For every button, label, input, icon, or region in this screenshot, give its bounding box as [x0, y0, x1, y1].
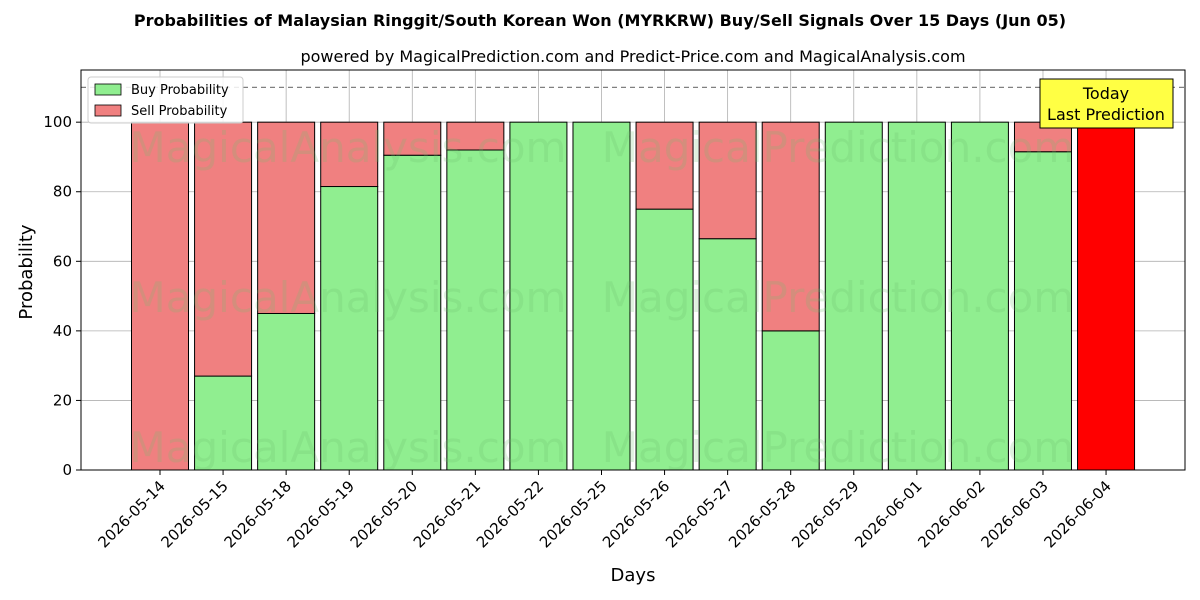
chart-subtitle: powered by MagicalPrediction.com and Pre… [300, 47, 965, 66]
watermark-layer: MagicalAnalysis.com MagicalPrediction.com… [130, 123, 1075, 472]
bar-buy-2026-05-26 [635, 208, 694, 471]
bar-buy-2026-05-22 [509, 121, 568, 471]
x-tick-label-8: 2026-05-26 [599, 477, 673, 551]
bar-sell-2026-05-18 [257, 121, 316, 314]
bar-buy-2026-05-28 [761, 330, 820, 471]
x-tick-label-9: 2026-05-27 [662, 477, 736, 551]
watermark-prediction-1: MagicalPrediction.com [602, 273, 1075, 322]
bar-buy-2026-05-19 [320, 186, 379, 471]
x-tick-label-13: 2026-06-02 [914, 477, 988, 551]
y-tick-label-5: 100 [43, 113, 72, 131]
bar-sell-2026-05-27 [698, 121, 757, 240]
y-tick-label-0: 0 [62, 461, 72, 479]
bar-buy-2026-06-01 [887, 121, 946, 471]
x-tick-label-14: 2026-06-03 [977, 477, 1051, 551]
watermark-analysis-0: MagicalAnalysis.com [130, 123, 567, 172]
legend-label-sell: Sell Probability [131, 104, 228, 119]
bar-sell-2026-05-15 [194, 121, 253, 377]
legend-swatch-buy [94, 83, 122, 96]
annotation-line1: Today [1082, 84, 1129, 103]
bar-sell-2026-05-20 [383, 121, 442, 156]
legend-box [87, 76, 244, 124]
bar-sell-2026-05-19 [320, 121, 379, 188]
x-tick-label-6: 2026-05-22 [473, 477, 547, 551]
y-tick-label-3: 60 [53, 252, 72, 270]
y-axis-label: Probability [16, 224, 37, 319]
chart-title: Probabilities of Malaysian Ringgit/South… [134, 11, 1066, 30]
bar-buy-2026-06-03 [1013, 151, 1072, 471]
bar-sell-2026-05-28 [761, 121, 820, 332]
watermark-analysis-1: MagicalAnalysis.com [130, 273, 567, 322]
bar-buy-2026-05-29 [824, 121, 883, 471]
y-tick-label-4: 80 [53, 183, 72, 201]
today-annotation: Today Last Prediction [1039, 78, 1174, 129]
x-ticks: 2026-05-142026-05-152026-05-182026-05-19… [94, 470, 1115, 551]
x-tick-label-12: 2026-06-01 [851, 477, 925, 551]
plot-frame [80, 69, 1186, 471]
bar-buy-2026-05-21 [446, 149, 505, 471]
watermark-prediction-2: MagicalPrediction.com [602, 423, 1075, 472]
x-tick-label-2: 2026-05-18 [221, 477, 295, 551]
x-tick-label-3: 2026-05-19 [284, 477, 358, 551]
bar-sell-2026-05-21 [446, 121, 505, 151]
x-tick-label-10: 2026-05-28 [725, 477, 799, 551]
legend: Buy Probability Sell Probability [87, 76, 244, 124]
y-tick-label-1: 20 [53, 391, 72, 409]
x-tick-label-11: 2026-05-29 [788, 477, 862, 551]
legend-swatch-sell [94, 104, 122, 117]
x-tick-label-4: 2026-05-20 [347, 477, 421, 551]
x-tick-label-1: 2026-05-15 [158, 477, 232, 551]
bar-buy-2026-05-25 [572, 121, 631, 471]
bar-buy-2026-06-02 [950, 121, 1009, 471]
bar-sell-2026-05-26 [635, 121, 694, 210]
annotation-box [1039, 78, 1174, 129]
x-axis-label: Days [611, 565, 656, 586]
x-tick-label-0: 2026-05-14 [94, 477, 168, 551]
y-tick-label-2: 40 [53, 322, 72, 340]
bar-buy-2026-05-27 [698, 238, 757, 471]
x-tick-label-15: 2026-06-04 [1040, 477, 1114, 551]
bars-layer [131, 121, 1136, 471]
watermark-analysis-2: MagicalAnalysis.com [130, 423, 567, 472]
legend-label-buy: Buy Probability [131, 83, 229, 98]
x-tick-label-5: 2026-05-21 [410, 477, 484, 551]
x-tick-label-7: 2026-05-25 [536, 477, 610, 551]
bar-sell-2026-06-04 [1077, 121, 1136, 471]
y-ticks: 0 20 40 60 80 100 [43, 113, 81, 479]
watermark-prediction-0: MagicalPrediction.com [602, 123, 1075, 172]
annotation-line2: Last Prediction [1047, 105, 1165, 124]
